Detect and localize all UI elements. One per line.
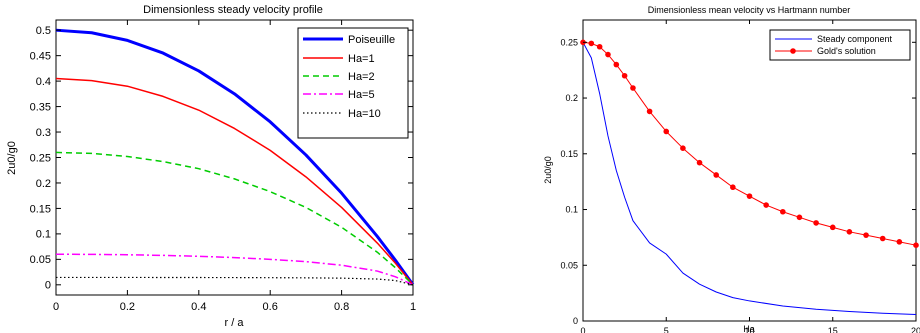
series-line-ha-10 [56, 276, 414, 286]
series-point-gold-s-solution [796, 214, 803, 221]
series-line-ha-5 [55, 253, 414, 286]
series-point-gold-s-solution [596, 43, 603, 50]
series-line-ha-2 [55, 151, 414, 286]
series-point-gold-s-solution [763, 202, 769, 208]
x-tick-label: 0.4 [191, 301, 206, 313]
chart-right-xlabel: Ha [743, 324, 755, 333]
legend-label-steady: Steady component [817, 34, 893, 44]
y-tick-label: 0.05 [560, 260, 578, 270]
x-tick-label: 10 [744, 326, 754, 333]
chart-left-title: Dimensionless steady velocity profile [143, 4, 323, 16]
x-tick-label: 0.2 [120, 301, 135, 313]
y-tick-label: 0.3 [36, 127, 51, 139]
y-tick-label: 0.45 [30, 50, 51, 62]
x-tick-label: 5 [664, 326, 669, 333]
series-point-gold-s-solution [813, 220, 819, 226]
legend-label-gold: Gold's solution [817, 46, 876, 56]
series-point-gold-s-solution [630, 85, 636, 91]
y-tick-label: 0.1 [36, 229, 51, 241]
chart-right-legend: Steady component Gold's solution [769, 29, 911, 61]
y-tick-label: 0 [573, 316, 578, 326]
y-tick-label: 0.2 [36, 178, 51, 190]
series-point-gold-s-solution [829, 224, 836, 231]
legend-label-ha10: Ha=10 [348, 108, 381, 120]
series-line-ha-1 [55, 77, 414, 286]
chart-left-x-ticks: 0 0.2 0.4 0.6 0.8 1 [53, 20, 416, 313]
series-point-gold-s-solution [846, 229, 853, 235]
x-tick-label: 15 [828, 326, 838, 333]
y-tick-label: 0.25 [560, 37, 578, 47]
x-tick-label: 0 [53, 301, 59, 313]
y-tick-label: 0.1 [565, 205, 578, 215]
series-point-gold-s-solution [746, 193, 753, 199]
chart-right-legend-box [769, 29, 911, 61]
series-line-poiseuille [55, 28, 415, 286]
chart-right-x-ticks: 0 5 10 15 20 [580, 20, 920, 333]
x-tick-label: 0 [580, 326, 585, 333]
chart-right-title: Dimensionless mean velocity vs Hartmann … [648, 5, 851, 15]
y-tick-label: 0.4 [36, 76, 51, 88]
legend-marker-gold [790, 48, 796, 54]
chart-right-series [580, 39, 919, 316]
x-tick-label: 0.8 [334, 301, 349, 313]
y-tick-label: 0.05 [30, 254, 51, 266]
chart-right-y-ticks: 0 0.05 0.1 0.15 0.2 0.25 [560, 37, 916, 326]
y-tick-label: 0.5 [36, 25, 51, 37]
y-tick-label: 0.25 [30, 152, 51, 164]
series-point-gold-s-solution [680, 145, 686, 152]
series-point-gold-s-solution [730, 184, 736, 191]
series-point-gold-s-solution [588, 40, 595, 47]
series-line-steady-component [582, 42, 917, 316]
chart-right-ylabel: 2u0/g0 [543, 156, 553, 184]
series-point-gold-s-solution [613, 61, 620, 68]
chart-right-plot-area [582, 19, 917, 322]
x-tick-label: 20 [911, 326, 920, 333]
series-point-gold-s-solution [913, 242, 919, 248]
y-tick-label: 0.15 [30, 203, 51, 215]
series-point-gold-s-solution [879, 235, 886, 242]
legend-label-ha2: Ha=2 [348, 71, 375, 83]
y-tick-label: 0.35 [30, 101, 51, 113]
series-point-gold-s-solution [896, 239, 903, 245]
series-point-gold-s-solution [713, 172, 719, 178]
series-point-gold-s-solution [621, 72, 628, 79]
chart-right: Dimensionless mean velocity vs Hartmann … [543, 5, 920, 333]
series-point-gold-s-solution [863, 232, 869, 238]
chart-left-xlabel: r / a [225, 317, 245, 329]
series-point-gold-s-solution [605, 51, 611, 58]
series-point-gold-s-solution [696, 159, 703, 166]
chart-left-y-ticks: 0 0.05 0.1 0.15 0.2 0.25 0.3 0.35 0.4 0.45 0.5 [30, 25, 413, 292]
legend-label-poiseuille: Poiseuille [348, 34, 395, 46]
chart-left-ylabel: 2u0/g0 [6, 141, 18, 175]
x-tick-label: 1 [410, 301, 416, 313]
legend-label-ha1: Ha=1 [348, 53, 375, 65]
series-point-gold-s-solution [663, 128, 670, 135]
y-tick-label: 0.2 [565, 93, 578, 103]
y-tick-label: 0 [45, 280, 51, 292]
chart-left-series [55, 28, 415, 286]
chart-left-legend-box [297, 27, 409, 139]
series-point-gold-s-solution [646, 108, 653, 115]
y-tick-label: 0.15 [560, 149, 578, 159]
x-tick-label: 0.6 [263, 301, 278, 313]
series-point-gold-s-solution [780, 208, 786, 215]
legend-label-ha5: Ha=5 [348, 89, 375, 101]
chart-left-legend: Poiseuille Ha=1 Ha=2 Ha=5 Ha=10 [297, 27, 409, 139]
